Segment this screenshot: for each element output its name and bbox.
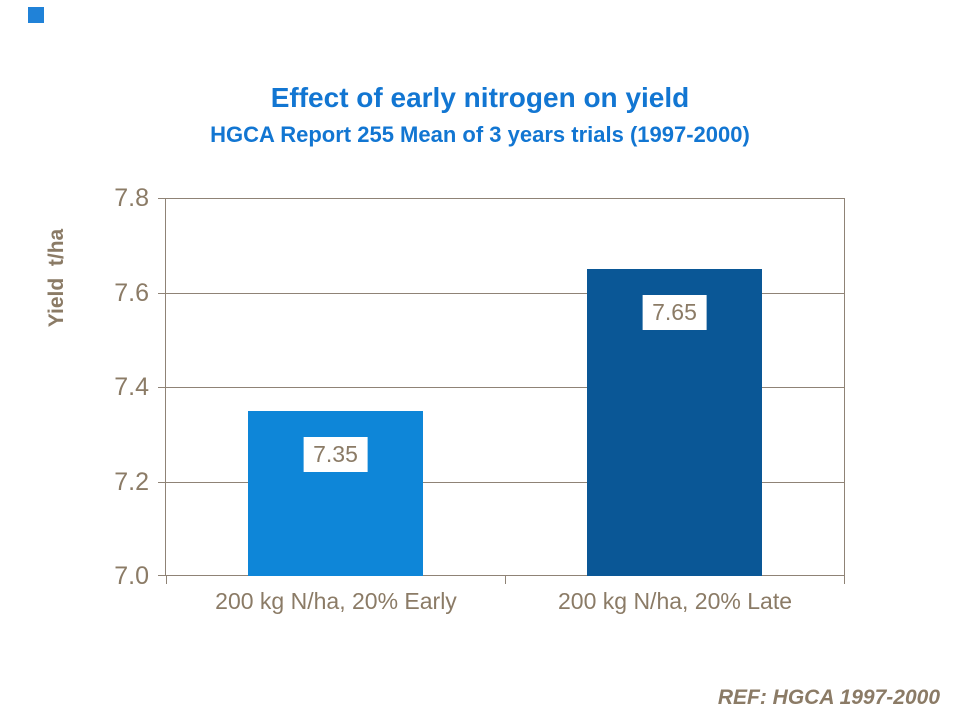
y-axis-tick <box>158 387 166 388</box>
gridline <box>166 482 844 483</box>
y-axis-title: Yield t/ha <box>45 228 68 328</box>
gridline <box>166 198 844 199</box>
chart-plot-area: 7.8 7.6 7.4 7.2 7.0 7.35 200 kg N/ha, 20% Earl… <box>114 184 845 614</box>
bar: 7.65 <box>587 269 762 576</box>
y-axis-tick <box>158 198 166 199</box>
y-axis-tick <box>158 293 166 294</box>
bar-value-label: 7.35 <box>303 437 368 472</box>
x-axis-tick <box>843 576 845 584</box>
y-tick-label: 7.2 <box>114 468 149 496</box>
y-tick-label: 7.6 <box>114 279 149 307</box>
gridline <box>166 293 844 294</box>
slide-decoration-square <box>28 7 44 23</box>
gridline <box>166 387 844 388</box>
y-axis-tick <box>158 575 166 576</box>
x-axis-tick <box>165 576 167 584</box>
x-axis-tick <box>504 576 506 584</box>
reference-text: REF: HGCA 1997-2000 <box>717 686 940 709</box>
chart-subtitle: HGCA Report 255 Mean of 3 years trials (… <box>210 122 750 147</box>
x-category-label: 200 kg N/ha, 20% Late <box>558 588 792 614</box>
y-tick-label: 7.4 <box>114 373 149 401</box>
y-axis-tick <box>158 482 166 483</box>
bar-value-label: 7.65 <box>642 295 707 330</box>
y-tick-label: 7.0 <box>114 562 149 590</box>
x-category-label: 200 kg N/ha, 20% Early <box>215 588 457 614</box>
bar: 7.35 <box>248 411 423 576</box>
chart-title: Effect of early nitrogen on yield <box>270 82 690 113</box>
y-tick-label: 7.8 <box>114 184 149 212</box>
gridline <box>166 575 844 576</box>
